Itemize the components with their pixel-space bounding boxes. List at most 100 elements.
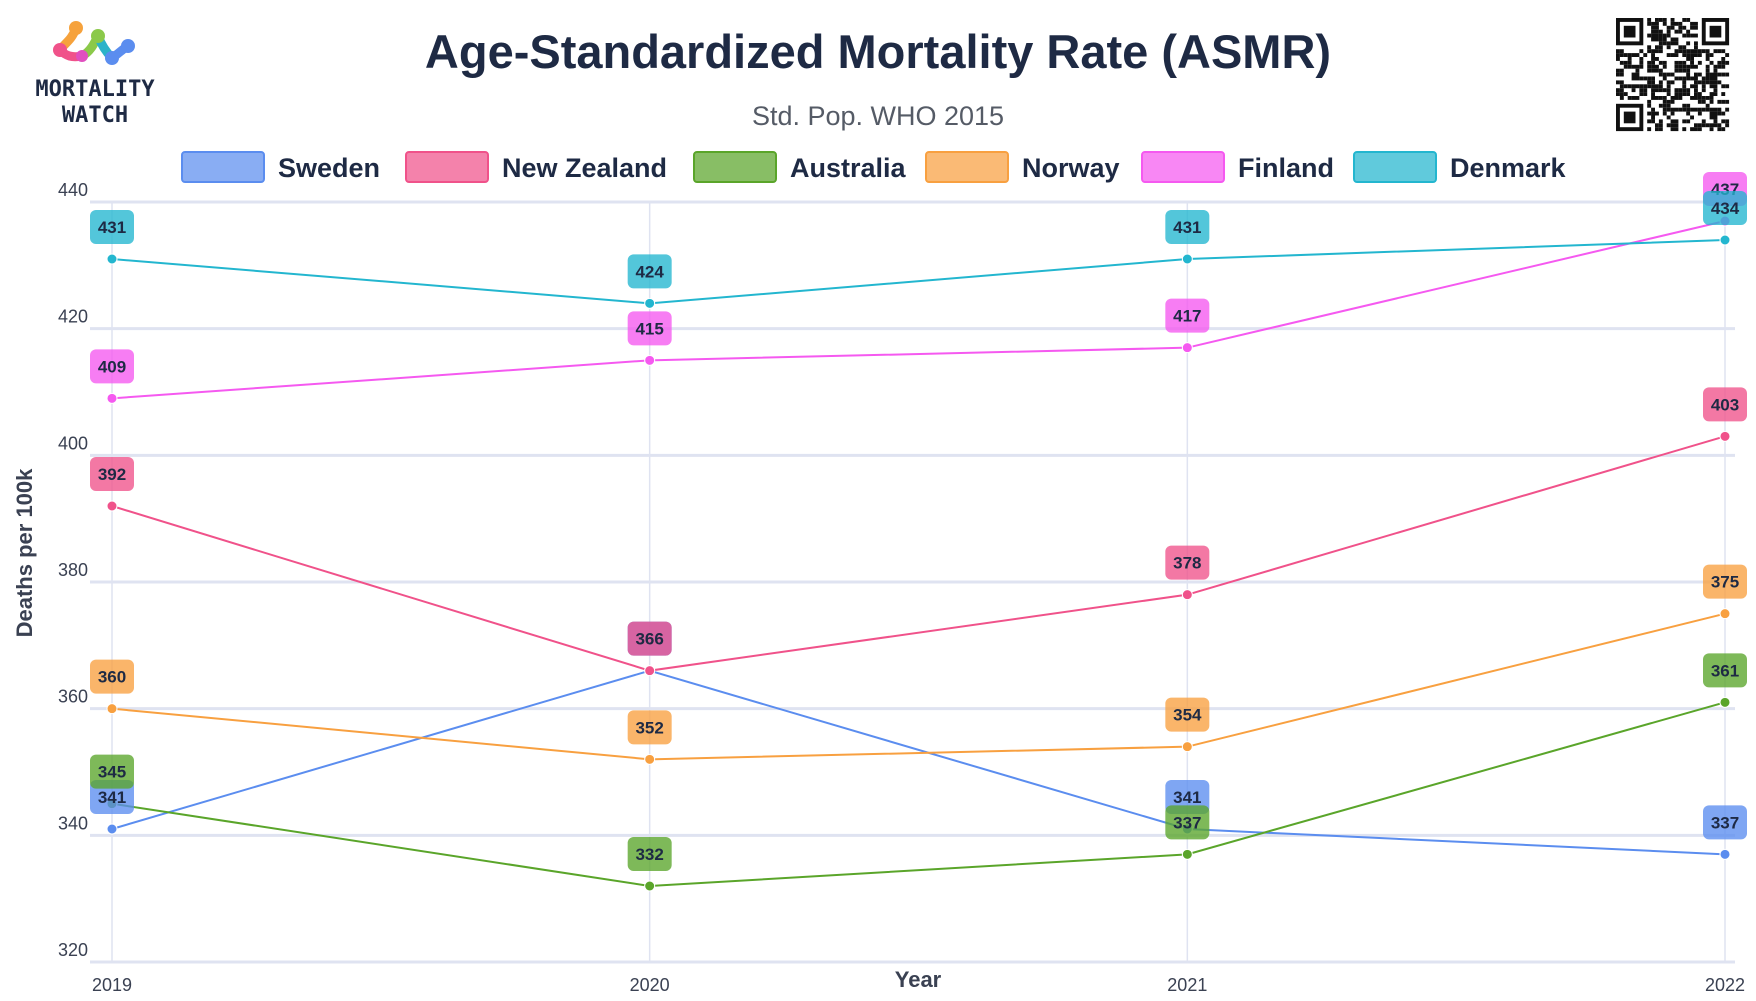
data-label-text: 341 — [98, 788, 126, 807]
data-point-norway[interactable] — [106, 703, 118, 715]
mortality-watch-logo[interactable]: MORTALITY WATCH — [35, 21, 155, 128]
data-point-sweden[interactable] — [1719, 848, 1731, 860]
legend-item-sweden[interactable]: Sweden — [181, 151, 380, 183]
legend-swatch — [181, 151, 265, 183]
data-label-box — [1703, 564, 1747, 599]
legend-label: Finland — [1238, 153, 1334, 183]
chart-subtitle: Std. Pop. WHO 2015 — [752, 101, 1004, 131]
data-label-box — [627, 837, 672, 871]
series-line-australia[interactable] — [111, 701, 1726, 888]
legend-label: Norway — [1022, 153, 1120, 183]
data-label-australia: 361 — [1703, 653, 1747, 688]
data-label-box — [90, 210, 134, 244]
legend-swatch — [693, 151, 777, 183]
series-line-norway[interactable] — [111, 612, 1726, 761]
data-label-box — [90, 659, 134, 694]
legend-label: Sweden — [278, 153, 380, 183]
data-point-norway[interactable] — [1719, 608, 1731, 620]
data-label-text: 403 — [1711, 395, 1739, 414]
data-label-norway: 352 — [627, 710, 672, 745]
logo-text-line2: WATCH — [62, 103, 128, 128]
data-label-box — [627, 254, 672, 289]
data-label-box — [1165, 805, 1210, 840]
data-label-text: 424 — [635, 262, 664, 281]
data-point-finland[interactable] — [106, 392, 118, 404]
data-label-text: 337 — [1711, 813, 1739, 832]
legend-label: New Zealand — [502, 153, 667, 183]
y-tick-label: 320 — [58, 940, 88, 960]
data-point-norway[interactable] — [1181, 741, 1193, 753]
legend-item-finland[interactable]: Finland — [1141, 151, 1334, 183]
logo-text-line1: MORTALITY — [35, 77, 155, 102]
data-point-australia[interactable] — [1719, 696, 1731, 708]
data-label-text: 434 — [1711, 199, 1740, 218]
data-label-finland: 417 — [1165, 298, 1210, 333]
data-point-new-zealand[interactable] — [644, 665, 656, 677]
series-lines — [111, 220, 1726, 888]
legend-item-australia[interactable]: Australia — [693, 151, 907, 183]
data-label-box — [1703, 387, 1747, 422]
data-label-box — [1703, 653, 1747, 688]
data-point-denmark[interactable] — [106, 253, 118, 265]
data-point-new-zealand[interactable] — [106, 500, 118, 512]
data-label-box — [90, 349, 134, 384]
data-point-finland[interactable] — [644, 354, 656, 366]
series-line-new-zealand[interactable] — [111, 435, 1726, 672]
data-label-text: 375 — [1711, 573, 1739, 592]
legend-swatch — [1141, 151, 1225, 183]
data-label-box — [1165, 210, 1210, 244]
data-label-text: 366 — [635, 630, 663, 649]
data-label-australia: 332 — [627, 837, 672, 871]
data-point-denmark[interactable] — [644, 297, 656, 309]
y-tick-label: 340 — [58, 813, 88, 833]
x-tick-label: 2022 — [1705, 975, 1745, 995]
legend-label: Denmark — [1450, 153, 1567, 183]
legend-swatch — [1353, 151, 1437, 183]
data-labels: 3413663413373923663784033453323373613603… — [90, 172, 1747, 871]
legend-swatch — [925, 151, 1009, 183]
data-label-norway: 354 — [1165, 697, 1210, 732]
data-label-text: 354 — [1173, 706, 1202, 725]
series-line-denmark[interactable] — [111, 239, 1726, 305]
data-label-text: 361 — [1711, 661, 1739, 680]
data-point-australia[interactable] — [644, 880, 656, 892]
data-point-denmark[interactable] — [1181, 253, 1193, 265]
y-axis-ticks: 320 340 360 380 400 420 440 — [58, 180, 88, 960]
data-point-sweden[interactable] — [106, 823, 118, 835]
y-tick-label: 400 — [58, 433, 88, 453]
series-line-finland[interactable] — [111, 220, 1726, 400]
data-label-new-zealand: 378 — [1165, 545, 1210, 580]
data-point-new-zealand[interactable] — [1719, 430, 1731, 442]
legend-item-new-zealand[interactable]: New Zealand — [405, 151, 667, 183]
data-label-text: 352 — [635, 718, 663, 737]
data-label-new-zealand: 392 — [90, 457, 134, 491]
data-label-text: 345 — [98, 763, 126, 782]
x-tick-label: 2021 — [1167, 975, 1207, 995]
y-tick-label: 360 — [58, 687, 88, 707]
data-label-text: 409 — [98, 357, 126, 376]
data-point-norway[interactable] — [644, 753, 656, 765]
data-label-box — [1703, 805, 1747, 840]
data-label-box — [627, 621, 672, 656]
legend-item-denmark[interactable]: Denmark — [1353, 151, 1567, 183]
data-label-text: 332 — [635, 845, 663, 864]
y-tick-label: 420 — [58, 307, 88, 327]
y-axis-title: Deaths per 100k — [12, 468, 37, 638]
legend-swatch — [405, 151, 489, 183]
data-point-australia[interactable] — [1181, 848, 1193, 860]
legend-item-norway[interactable]: Norway — [925, 151, 1120, 183]
data-label-box — [1165, 697, 1210, 732]
data-point-denmark[interactable] — [1719, 234, 1731, 246]
qr-code[interactable] — [1613, 15, 1733, 135]
data-label-text: 337 — [1173, 813, 1201, 832]
data-label-text: 378 — [1173, 554, 1201, 573]
data-label-text: 431 — [1173, 218, 1201, 237]
data-label-box — [627, 710, 672, 745]
x-axis-title: Year — [895, 967, 942, 992]
data-label-denmark: 434 — [1703, 191, 1747, 225]
data-label-new-zealand: 403 — [1703, 387, 1747, 422]
data-label-denmark: 424 — [627, 254, 672, 289]
series-line-sweden[interactable] — [111, 669, 1726, 856]
data-point-finland[interactable] — [1181, 342, 1193, 354]
data-point-new-zealand[interactable] — [1181, 589, 1193, 601]
